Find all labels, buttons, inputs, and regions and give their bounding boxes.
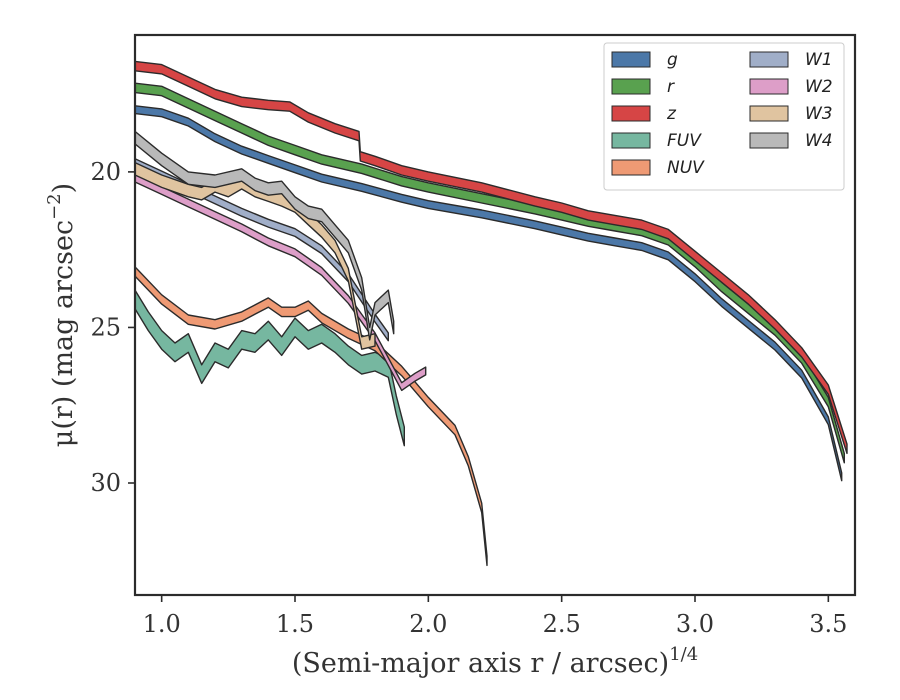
profile-bands — [135, 60, 848, 567]
legend-label-fuv: FUV — [667, 131, 702, 151]
y-tick-label: 25 — [90, 313, 121, 341]
band-w4 — [135, 130, 395, 341]
legend-swatch-nuv — [611, 159, 651, 176]
legend-label-w2: W2 — [805, 77, 833, 97]
x-tick-label: 3.5 — [809, 610, 847, 638]
legend-label-w1: W1 — [805, 50, 833, 70]
band-z — [135, 60, 848, 455]
legend-swatch-fuv — [611, 132, 651, 149]
legend-label-w4: W4 — [805, 131, 833, 151]
legend-label-nuv: NUV — [667, 158, 705, 178]
band-fuv — [135, 289, 405, 447]
legend-label-w3: W3 — [805, 104, 833, 124]
legend-label-g: g — [667, 50, 678, 70]
y-axis-ticks: 20 25 30 — [90, 158, 135, 497]
legend-swatch-w1 — [749, 51, 789, 68]
legend-swatch-w2 — [749, 78, 789, 95]
y-tick-label: 20 — [90, 158, 121, 186]
x-tick-label: 1.0 — [143, 610, 181, 638]
legend-swatch-w3 — [749, 105, 789, 122]
legend-swatch-r — [611, 78, 651, 95]
legend: grz FUV NUV W1 W2 W3 W4 — [603, 42, 845, 191]
y-tick-label: 30 — [90, 469, 121, 497]
band-g — [135, 105, 843, 482]
band-w2 — [135, 173, 427, 392]
legend-label-r: r — [667, 77, 675, 97]
x-axis-label: (Semi-major axis r / arcsec)1/4 — [292, 644, 698, 679]
x-tick-label: 1.5 — [276, 610, 314, 638]
legend-swatch-w4 — [749, 132, 789, 149]
legend-swatch-z — [611, 105, 651, 122]
plot-frame — [133, 33, 857, 597]
band-r — [135, 82, 845, 464]
band-nuv — [135, 266, 488, 567]
y-axis-label: μ(r) (mag arcsec−2) — [44, 183, 79, 447]
legend-label-z: z — [666, 104, 677, 124]
x-tick-label: 2.5 — [543, 610, 581, 638]
legend-swatch-g — [611, 51, 651, 68]
x-tick-label: 3.0 — [676, 610, 714, 638]
x-tick-label: 2.0 — [409, 610, 447, 638]
x-axis-ticks: 1.0 1.5 2.0 2.5 3.0 3.5 — [143, 595, 847, 638]
